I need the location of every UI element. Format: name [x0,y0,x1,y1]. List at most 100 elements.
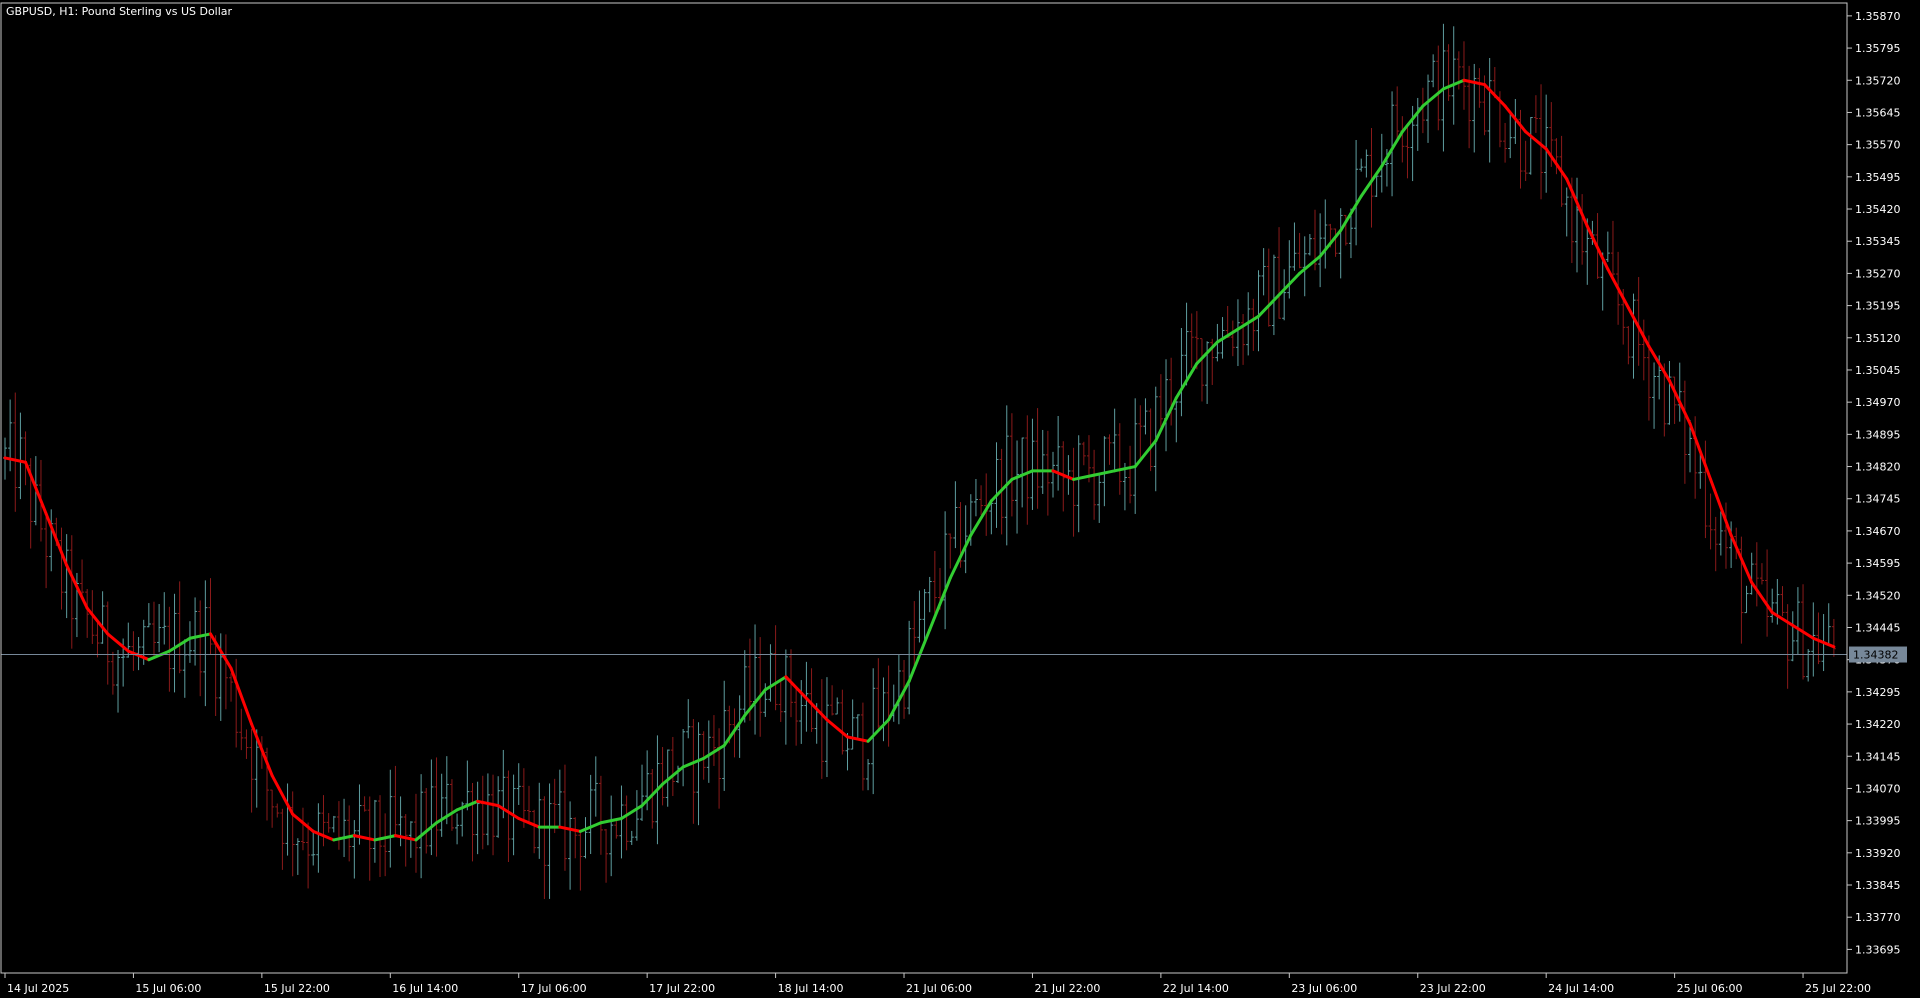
ohlc-bar [1631,293,1636,379]
ohlc-bar [352,820,357,879]
ohlc-bar [378,795,383,877]
moving-average-segment [414,821,439,842]
ohlc-bar [1230,320,1235,357]
moving-average-segment [496,804,521,820]
plot-frame [0,2,1848,974]
ohlc-bar [162,592,167,645]
ohlc-bar [1071,447,1076,537]
time-axis[interactable]: 14 Jul 2025 15 Jul 06:00 15 Jul 22:00 16 Ju… [4,973,1871,995]
moving-average-segment [1421,87,1445,108]
time-axis-label: 22 Jul 14:00 [1163,982,1229,995]
ohlc-bar [598,775,603,855]
ohlc-bar [1174,401,1179,443]
ohlc-bar [80,559,85,596]
moving-average-segment [1503,104,1528,134]
ohlc-bar [1189,313,1194,368]
ohlc-bar [1528,117,1533,175]
price-axis-label: 1.34220 [1855,718,1901,731]
moving-average-segment [1750,580,1774,614]
ohlc-bar [1369,127,1374,228]
price-axis-label: 1.34595 [1855,557,1901,570]
ohlc-bar [670,736,675,796]
ohlc-bar [95,621,100,658]
moving-average-segment [44,512,69,567]
moving-average-segment [1544,147,1569,181]
ohlc-bar [1035,408,1040,509]
price-axis-label: 1.35495 [1855,171,1901,184]
moving-average-segment [722,713,747,748]
ohlc-bar [1723,502,1728,569]
ohlc-bar [372,799,377,863]
ohlc-bar [948,533,953,569]
ohlc-bar [917,590,922,643]
ohlc-bar [691,719,696,824]
ohlc-bar [1610,220,1615,278]
ohlc-bar [157,604,162,653]
moving-average-segment [1113,465,1137,473]
ohlc-bar [855,714,860,739]
ohlc-bar [1508,111,1513,159]
ohlc-bar [1102,436,1107,507]
moving-average-segment [1462,78,1487,87]
ohlc-bar [424,787,429,854]
ohlc-bar [521,768,526,828]
moving-average-segment [1647,344,1671,383]
ohlc-bar [1143,398,1148,435]
price-axis[interactable]: 1.35870 1.35795 1.35720 1.35645 1.35570 1.354… [1847,10,1901,957]
ohlc-bar [1025,415,1030,525]
price-axis-label: 1.34895 [1855,428,1901,441]
moving-average-segment [1729,533,1754,584]
ohlc-bar [151,601,156,657]
moving-average-segment [352,834,377,842]
ohlc-bar [609,795,614,877]
time-axis-label: 17 Jul 06:00 [521,982,587,995]
ohlc-bar [475,781,480,855]
ohlc-bar [1636,277,1641,366]
moving-average-segment [1688,422,1713,481]
ohlc-bar [1251,298,1256,351]
moving-average-segment [599,816,623,825]
moving-average-segment [743,688,767,717]
ohlc-bar [557,769,562,828]
ohlc-bar [1338,208,1343,279]
moving-average-segment [846,735,870,743]
ohlc-bar [1539,84,1544,200]
ohlc-bar [1277,227,1282,319]
ohlc-bar [778,678,783,722]
moving-average-segment [763,675,788,692]
moving-average-segment [928,576,952,632]
price-axis-label: 1.35345 [1855,235,1901,248]
ohlc-bar [357,784,362,845]
moving-average-segment [1339,194,1363,232]
ohlc-bar [244,729,249,759]
ohlc-bar [1461,41,1466,110]
ohlc-bar [1045,430,1050,516]
ohlc-bar [388,769,393,868]
moving-average-segment [1072,473,1096,481]
time-axis-label: 21 Jul 06:00 [906,982,972,995]
moving-average-segment [3,456,28,464]
ohlc-bar [275,803,280,818]
ohlc-bar [254,729,259,808]
moving-average-segment [1380,130,1404,168]
price-axis-label: 1.35570 [1855,139,1901,152]
price-axis-label: 1.35870 [1855,10,1901,23]
ohlc-bar [449,779,454,831]
ohlc-bar [18,412,23,500]
ohlc-bar [1051,451,1055,498]
ohlc-bar [1030,418,1035,510]
ohlc-bar [701,731,706,780]
ohlc-bar [866,759,871,791]
moving-average-segment [291,812,315,833]
price-axis-label: 1.34820 [1855,461,1901,474]
ohlc-bar [1467,65,1472,149]
price-axis-label: 1.33845 [1855,879,1901,892]
ohlc-bar [845,732,850,771]
ohlc-bar [434,757,439,857]
moving-average-segment [804,696,829,722]
ohlc-bar [383,813,388,877]
ohlc-bar [835,697,840,715]
ohlc-bar [1652,362,1657,429]
ohlc-bar [455,813,460,845]
